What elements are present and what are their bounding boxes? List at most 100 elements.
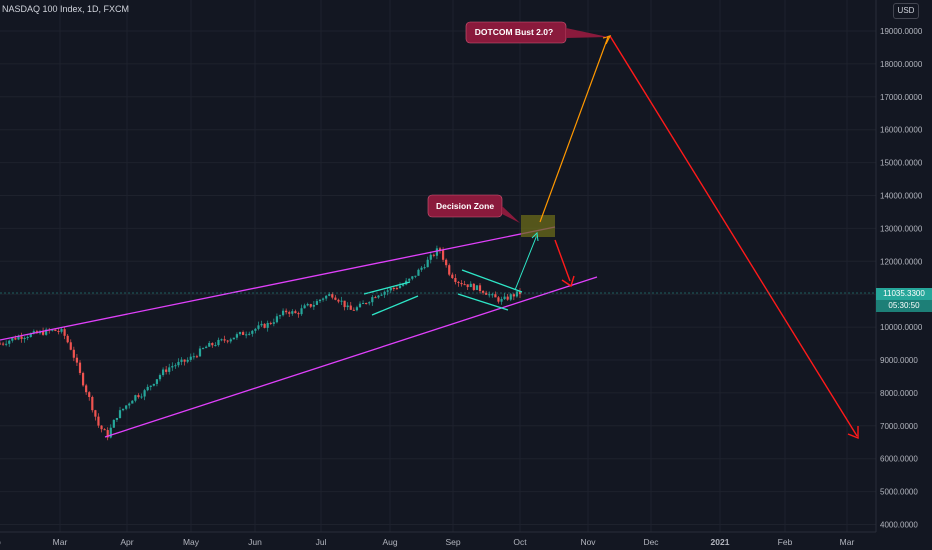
candle-body	[220, 339, 223, 341]
decision-zone-box[interactable]	[521, 215, 555, 237]
candle-body	[438, 248, 442, 251]
candle-body	[454, 278, 457, 282]
candle-body	[389, 287, 392, 291]
y-tick-label: 15000.0000	[880, 159, 923, 168]
callout-dotcom-bust[interactable]: DOTCOM Bust 2.0?	[465, 21, 608, 44]
candle-body	[134, 395, 137, 401]
x-tick-label: Mar	[53, 537, 68, 547]
candle-body	[475, 285, 479, 290]
candle-body	[97, 416, 100, 426]
candle-body	[149, 385, 152, 387]
candle-body	[435, 248, 439, 256]
candle-body	[143, 390, 146, 397]
pennant-lower-line-2[interactable]	[457, 293, 509, 311]
x-tick-label: Nov	[580, 537, 596, 547]
candle-body	[349, 305, 352, 310]
decision-zone-label: Decision Zone	[436, 201, 494, 211]
candle-body	[318, 299, 322, 302]
y-tick-label: 17000.0000	[880, 93, 923, 102]
channel-upper-line[interactable]	[0, 226, 556, 341]
candle-body	[420, 267, 423, 270]
red-arrow-short[interactable]	[554, 239, 571, 282]
candle-body	[374, 297, 377, 299]
candle-body	[269, 322, 272, 324]
candle-body	[334, 297, 337, 300]
candle-body	[503, 296, 506, 300]
candle-body	[54, 329, 57, 331]
candle-body	[472, 283, 475, 290]
currency-button[interactable]: USD	[893, 3, 919, 19]
candle-body	[63, 329, 66, 336]
candle-body	[32, 331, 35, 334]
callout-decision-zone[interactable]: Decision Zone	[427, 194, 520, 223]
candle-body	[497, 297, 500, 302]
candle-body	[423, 267, 426, 269]
channel-lower-line[interactable]	[104, 276, 598, 438]
arrowhead-orange	[602, 35, 612, 45]
pennant-upper-line-2[interactable]	[461, 269, 523, 293]
candle-body	[371, 297, 374, 303]
candle-body	[272, 322, 275, 324]
candle-body	[146, 386, 149, 391]
candle-body	[140, 396, 143, 398]
candle-body	[248, 333, 251, 335]
candle-body	[189, 356, 192, 360]
candle-body	[11, 338, 14, 341]
candle-body	[278, 315, 282, 317]
candle-body	[91, 396, 94, 411]
candle-body	[103, 429, 106, 431]
price-axis[interactable]: 19000.0000 18000.0000 17000.0000 16000.0000…	[875, 0, 923, 532]
candle-body	[158, 375, 162, 380]
candle-body	[23, 337, 26, 339]
candle-body	[291, 311, 294, 314]
arrowhead-short	[561, 275, 575, 288]
candle-body	[8, 340, 11, 344]
y-tick-label: 18000.0000	[880, 60, 923, 69]
orange-arrow-line[interactable]	[539, 36, 609, 223]
candle-body	[1, 343, 5, 345]
candle-body	[14, 338, 17, 340]
y-tick-label: 10000.0000	[880, 323, 923, 332]
candle-body	[211, 343, 214, 346]
candle-body	[288, 312, 291, 314]
grid-lines	[0, 0, 876, 532]
candle-body	[251, 330, 254, 334]
candle-body	[361, 303, 365, 305]
candle-body	[275, 316, 279, 323]
candle-body	[214, 345, 217, 347]
candle-body	[408, 278, 411, 281]
candle-body	[223, 339, 226, 341]
candle-body	[235, 334, 239, 338]
candle-body	[238, 332, 242, 335]
candle-body	[5, 343, 8, 345]
candle-body	[66, 335, 69, 343]
candle-body	[229, 339, 232, 342]
candle-body	[171, 366, 174, 368]
candle-body	[377, 295, 380, 298]
candle-body	[395, 288, 399, 290]
x-tick-label: Feb	[778, 537, 793, 547]
candle-body	[118, 410, 122, 418]
candle-body	[432, 254, 435, 256]
x-tick-label: Jul	[316, 537, 327, 547]
candle-body	[358, 303, 362, 308]
candle-body	[463, 284, 466, 286]
pennant-upper-line-1[interactable]	[363, 281, 411, 295]
candle-body	[137, 395, 140, 398]
breakout-arrow[interactable]	[514, 234, 538, 291]
pennant-lower-line-1[interactable]	[371, 295, 419, 316]
candle-body	[100, 425, 103, 430]
candle-body	[57, 330, 60, 332]
candle-body	[112, 419, 115, 428]
candle-body	[17, 336, 20, 340]
candle-body	[337, 299, 340, 302]
time-axis[interactable]: eb Mar Apr May Jun Jul Aug Sep Oct Nov Dec 2021 Feb M…	[0, 531, 876, 547]
red-arrow-long[interactable]	[609, 35, 858, 437]
candle-body	[241, 332, 245, 335]
candle-body	[414, 275, 417, 277]
y-tick-label: 19000.0000	[880, 27, 923, 36]
candle-body	[198, 348, 202, 357]
candle-body	[312, 304, 315, 307]
candle-body	[343, 300, 346, 308]
